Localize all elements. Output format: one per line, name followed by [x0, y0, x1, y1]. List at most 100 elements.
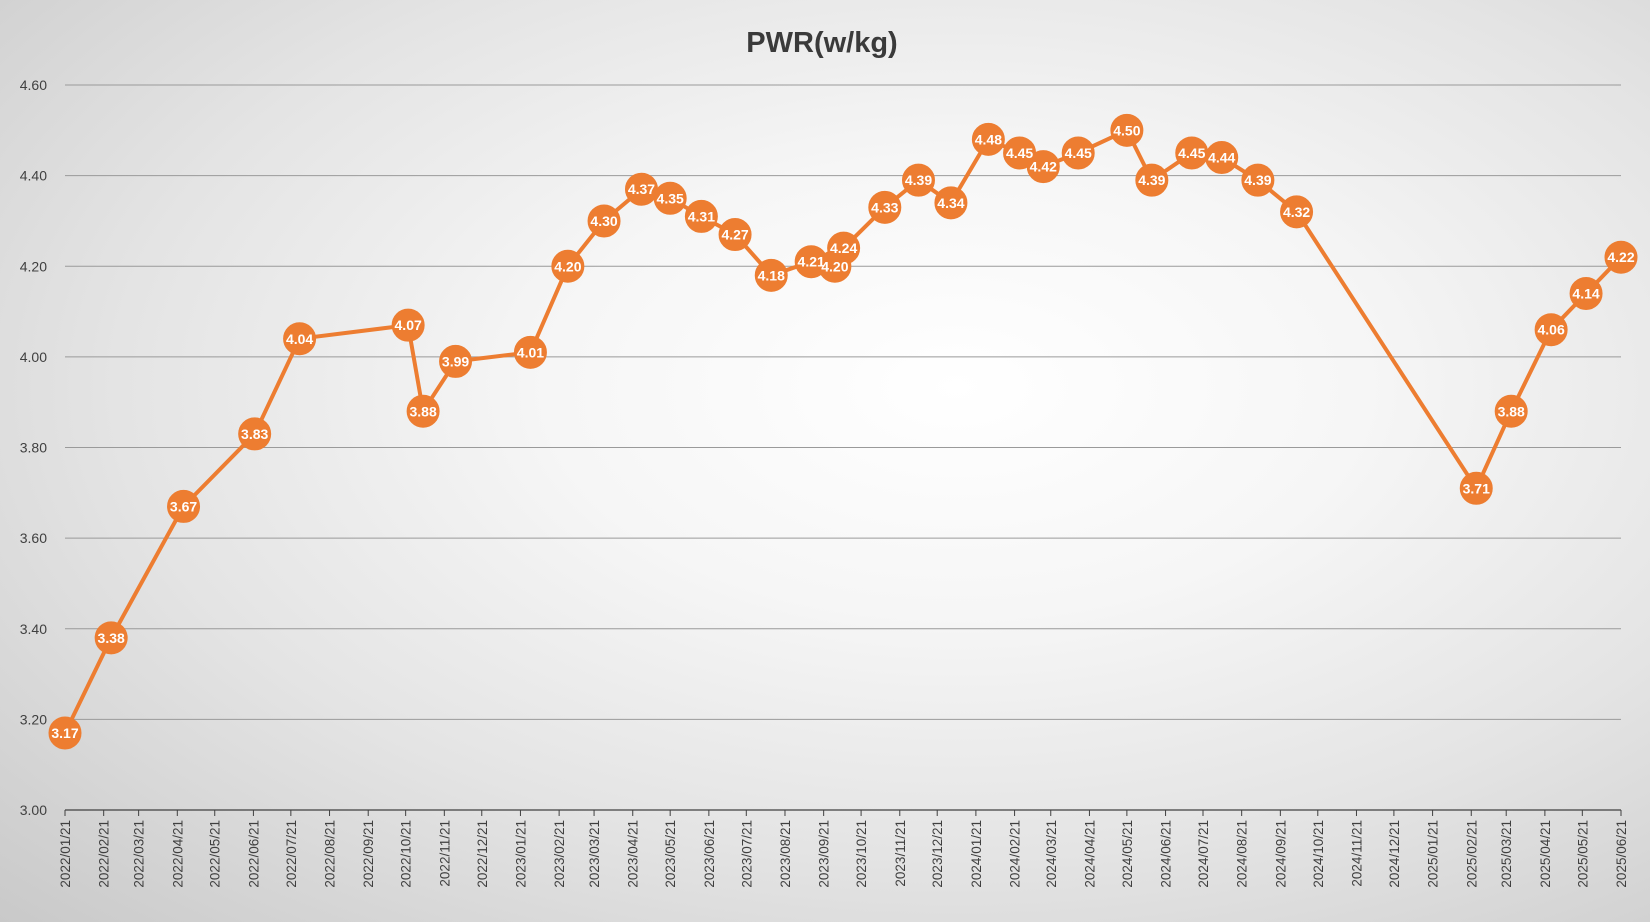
data-point	[391, 308, 425, 342]
x-tick-label: 2023/09/21	[817, 820, 832, 888]
x-tick-label: 2024/08/21	[1235, 820, 1250, 888]
data-point	[406, 394, 440, 428]
data-label: 4.33	[871, 199, 898, 215]
x-tick-label: 2022/03/21	[132, 820, 147, 888]
data-point	[718, 218, 752, 252]
data-point	[1205, 141, 1239, 174]
x-tick-label: 2024/11/21	[1349, 820, 1364, 887]
x-tick-label: 2022/06/21	[246, 820, 261, 888]
data-point	[167, 489, 201, 523]
x-tick-label: 2022/04/21	[170, 820, 185, 888]
data-label: 4.24	[830, 240, 857, 256]
data-point	[1459, 471, 1493, 505]
y-tick-label: 3.80	[20, 440, 47, 456]
x-tick-label: 2023/10/21	[854, 820, 869, 888]
y-tick-label: 4.00	[20, 349, 47, 365]
data-label: 4.30	[590, 213, 617, 229]
data-point	[283, 322, 317, 356]
x-tick-label: 2024/02/21	[1008, 820, 1023, 888]
data-point	[1494, 394, 1528, 428]
x-tick-label: 2024/05/21	[1120, 820, 1135, 888]
x-tick-label: 2023/03/21	[587, 820, 602, 888]
x-tick-label: 2025/01/21	[1426, 820, 1441, 888]
data-label: 4.50	[1113, 122, 1140, 138]
data-point	[238, 417, 272, 451]
data-label: 4.20	[554, 258, 581, 274]
x-tick-label: 2024/07/21	[1196, 820, 1211, 888]
data-point	[1135, 163, 1169, 197]
x-tick-label: 2025/02/21	[1464, 820, 1479, 888]
data-label: 4.32	[1283, 204, 1310, 220]
data-label: 4.22	[1607, 249, 1634, 265]
x-tick-label: 2025/04/21	[1538, 820, 1553, 888]
data-label: 3.71	[1463, 480, 1490, 496]
x-tick-label: 2025/06/21	[1614, 820, 1629, 888]
y-tick-label: 3.00	[20, 802, 47, 818]
data-point	[1280, 195, 1314, 229]
data-point	[587, 204, 621, 238]
data-label: 4.48	[975, 131, 1002, 147]
data-label: 4.44	[1208, 150, 1235, 166]
data-label: 4.01	[517, 344, 544, 360]
x-tick-label: 2022/09/21	[361, 820, 376, 888]
x-axis: 2022/01/21 2022/02/21 2022/03/21 2022/04/21…	[58, 809, 1629, 888]
data-label: 4.21	[798, 254, 825, 270]
data-label: 3.88	[409, 403, 436, 419]
x-tick-label: 2023/02/21	[552, 820, 567, 888]
y-tick-label: 4.20	[20, 258, 47, 274]
data-point	[1241, 163, 1275, 197]
data-label: 4.37	[628, 181, 655, 197]
data-point	[1110, 113, 1144, 147]
data-point	[868, 190, 902, 224]
y-tick-label: 4.60	[20, 77, 47, 93]
x-tick-label: 2023/05/21	[663, 820, 678, 888]
data-point	[513, 335, 547, 369]
data-point	[901, 163, 935, 197]
data-label: 4.45	[1006, 145, 1033, 161]
data-label: 3.88	[1498, 403, 1525, 419]
x-tick-label: 2025/03/21	[1499, 820, 1514, 888]
data-point	[1569, 276, 1603, 310]
x-tick-label: 2024/10/21	[1311, 820, 1326, 888]
data-label: 3.17	[51, 725, 78, 741]
x-tick-label: 2025/05/21	[1575, 820, 1590, 888]
data-label: 4.34	[937, 195, 964, 211]
data-label: 3.83	[241, 426, 268, 442]
data-point	[1061, 136, 1095, 170]
data-point	[48, 716, 82, 750]
data-point	[684, 199, 718, 233]
data-label: 4.39	[1244, 172, 1271, 188]
data-point	[551, 249, 585, 283]
x-tick-label: 2023/11/21	[893, 820, 908, 887]
data-point	[1534, 313, 1568, 347]
data-markers	[48, 113, 1638, 750]
data-label: 4.39	[905, 172, 932, 188]
data-point	[1604, 240, 1638, 274]
x-tick-label: 2023/08/21	[778, 820, 793, 888]
data-point	[653, 181, 687, 215]
x-tick-label: 2022/12/21	[475, 820, 490, 888]
data-point	[827, 231, 861, 265]
x-tick-label: 2023/04/21	[626, 820, 641, 888]
data-label: 3.38	[98, 630, 125, 646]
x-tick-label: 2024/06/21	[1159, 820, 1174, 888]
x-tick-label: 2022/07/21	[284, 820, 299, 888]
y-tick-label: 3.20	[20, 711, 47, 727]
data-label: 4.20	[821, 258, 848, 274]
x-tick-label: 2023/12/21	[930, 820, 945, 888]
data-point	[934, 186, 968, 220]
data-point	[754, 258, 788, 292]
data-label: 4.31	[688, 208, 715, 224]
data-labels: 3.17 3.38 3.67 3.83 4.04 4.07 3.88 3.99 4.01 4.20…	[51, 122, 1634, 741]
x-tick-label: 2024/12/21	[1387, 820, 1402, 888]
x-tick-label: 2024/01/21	[969, 820, 984, 888]
x-tick-label: 2022/05/21	[208, 820, 223, 888]
data-label: 4.07	[395, 317, 422, 333]
data-point	[94, 621, 128, 655]
x-tick-label: 2023/07/21	[739, 820, 754, 888]
x-tick-label: 2023/06/21	[702, 820, 717, 888]
series-line	[63, 128, 1623, 734]
data-label: 4.39	[1138, 172, 1165, 188]
